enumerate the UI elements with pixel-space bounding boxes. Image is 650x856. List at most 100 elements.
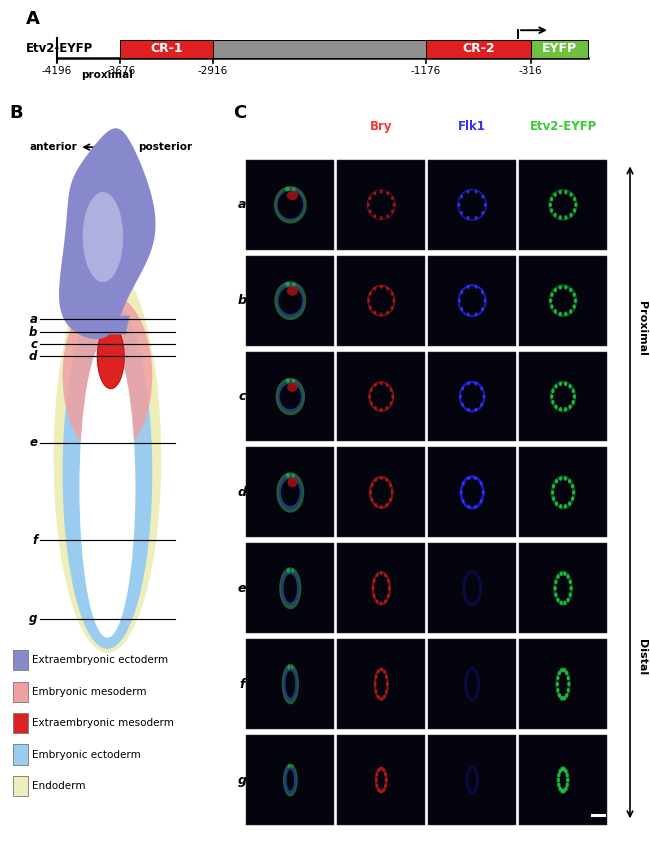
- Polygon shape: [94, 286, 118, 316]
- Ellipse shape: [374, 406, 377, 410]
- Polygon shape: [83, 192, 123, 282]
- Ellipse shape: [569, 309, 573, 313]
- Ellipse shape: [389, 497, 392, 502]
- Text: -3676: -3676: [105, 66, 135, 76]
- Ellipse shape: [481, 290, 484, 294]
- Ellipse shape: [378, 788, 380, 792]
- Text: Embryonic mesoderm: Embryonic mesoderm: [32, 687, 146, 697]
- Ellipse shape: [389, 388, 393, 392]
- Bar: [426, 39, 531, 58]
- Ellipse shape: [389, 401, 393, 405]
- Ellipse shape: [559, 504, 562, 508]
- Ellipse shape: [549, 189, 578, 221]
- Text: -2916: -2916: [198, 66, 228, 76]
- Bar: [519, 352, 607, 442]
- Ellipse shape: [369, 306, 372, 309]
- Ellipse shape: [462, 570, 482, 606]
- Ellipse shape: [562, 767, 566, 771]
- Ellipse shape: [374, 668, 389, 701]
- Ellipse shape: [467, 476, 470, 480]
- Bar: [428, 639, 516, 729]
- Ellipse shape: [564, 215, 567, 220]
- Ellipse shape: [560, 770, 567, 791]
- Ellipse shape: [387, 594, 390, 597]
- Ellipse shape: [557, 782, 560, 787]
- Ellipse shape: [467, 407, 470, 412]
- Ellipse shape: [559, 285, 562, 289]
- Polygon shape: [95, 256, 118, 286]
- Ellipse shape: [564, 476, 567, 481]
- Ellipse shape: [374, 675, 378, 679]
- Ellipse shape: [292, 282, 296, 287]
- Ellipse shape: [376, 772, 378, 776]
- Ellipse shape: [291, 568, 294, 573]
- Ellipse shape: [367, 285, 395, 317]
- Ellipse shape: [568, 479, 571, 484]
- Ellipse shape: [571, 496, 574, 501]
- Ellipse shape: [460, 307, 463, 311]
- Ellipse shape: [384, 574, 387, 577]
- Ellipse shape: [554, 384, 558, 389]
- Bar: [13, 745, 28, 764]
- Ellipse shape: [380, 572, 383, 575]
- Ellipse shape: [572, 490, 575, 495]
- Ellipse shape: [564, 285, 567, 289]
- Ellipse shape: [385, 689, 388, 693]
- Ellipse shape: [467, 216, 469, 220]
- Ellipse shape: [559, 407, 562, 412]
- Ellipse shape: [555, 502, 558, 506]
- Ellipse shape: [372, 586, 374, 590]
- Bar: [428, 735, 516, 825]
- Ellipse shape: [484, 203, 487, 206]
- Bar: [13, 681, 28, 702]
- Ellipse shape: [385, 406, 388, 410]
- Ellipse shape: [568, 404, 572, 409]
- Ellipse shape: [564, 312, 567, 316]
- Ellipse shape: [383, 670, 385, 674]
- Bar: [120, 39, 213, 58]
- Ellipse shape: [283, 667, 298, 701]
- Ellipse shape: [383, 695, 385, 698]
- Ellipse shape: [560, 788, 564, 793]
- Ellipse shape: [556, 597, 560, 602]
- Ellipse shape: [285, 378, 290, 383]
- Ellipse shape: [283, 764, 298, 796]
- Bar: [337, 544, 425, 633]
- Ellipse shape: [566, 597, 569, 602]
- Ellipse shape: [376, 784, 378, 788]
- Text: proximal: proximal: [81, 69, 133, 80]
- Text: CR-1: CR-1: [150, 42, 183, 56]
- Bar: [428, 448, 516, 538]
- Polygon shape: [59, 128, 155, 339]
- Bar: [213, 39, 426, 58]
- Ellipse shape: [560, 668, 564, 673]
- Text: Endoderm: Endoderm: [32, 781, 85, 791]
- Ellipse shape: [465, 574, 479, 603]
- Ellipse shape: [369, 287, 394, 315]
- Ellipse shape: [287, 286, 298, 296]
- Text: anterior: anterior: [29, 142, 77, 152]
- Ellipse shape: [556, 682, 559, 687]
- Ellipse shape: [567, 682, 571, 687]
- Ellipse shape: [462, 499, 465, 503]
- Ellipse shape: [551, 389, 554, 393]
- Bar: [519, 448, 607, 538]
- Ellipse shape: [391, 490, 393, 494]
- Ellipse shape: [384, 599, 387, 603]
- Text: Overlay: Overlay: [265, 121, 316, 134]
- Ellipse shape: [280, 568, 302, 609]
- Ellipse shape: [291, 764, 292, 768]
- Ellipse shape: [556, 688, 560, 693]
- Text: -4196: -4196: [42, 66, 72, 76]
- Ellipse shape: [458, 284, 486, 318]
- Ellipse shape: [551, 304, 554, 309]
- Ellipse shape: [391, 196, 394, 200]
- Ellipse shape: [287, 770, 294, 791]
- Ellipse shape: [278, 191, 303, 218]
- Ellipse shape: [564, 787, 567, 791]
- Ellipse shape: [474, 505, 477, 508]
- Bar: [519, 639, 607, 729]
- Ellipse shape: [551, 191, 576, 218]
- Ellipse shape: [274, 281, 306, 320]
- Ellipse shape: [554, 580, 558, 584]
